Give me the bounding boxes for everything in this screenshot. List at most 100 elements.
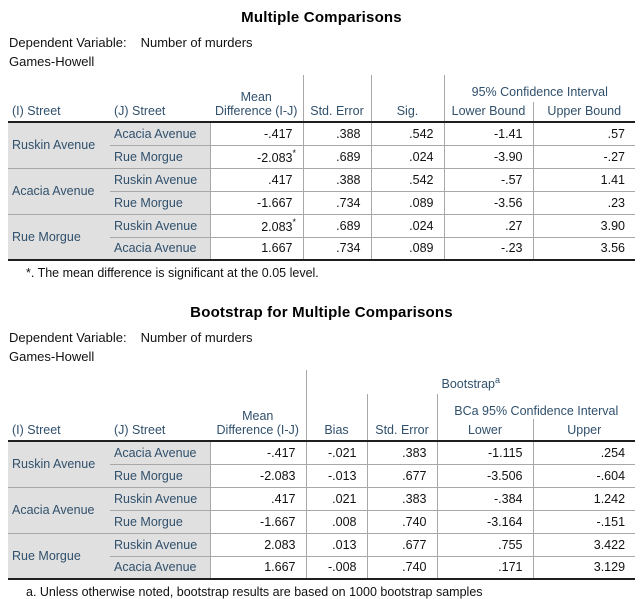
mean-diff-cell: -.417 bbox=[209, 121, 303, 145]
std-error-cell: .734 bbox=[302, 190, 371, 214]
mean-diff-cell: 1.667 bbox=[209, 555, 306, 580]
mean-diff-cell: -1.667 bbox=[209, 190, 303, 214]
upper-cell: 3.129 bbox=[532, 555, 636, 580]
std-error-cell: .388 bbox=[302, 121, 371, 145]
j-street-cell: Ruskin Avenue bbox=[110, 532, 210, 556]
table-row: Ruskin Avenue Acacia Avenue -.417 -.021 … bbox=[8, 440, 636, 487]
std-error-cell: .740 bbox=[366, 509, 437, 533]
j-street-cell: Ruskin Avenue bbox=[110, 486, 210, 510]
upper-cell: -.604 bbox=[532, 463, 636, 487]
bias-cell: .008 bbox=[305, 509, 367, 533]
lower-cell: .755 bbox=[436, 532, 533, 556]
sig-cell: .089 bbox=[370, 236, 444, 261]
i-street-cell: Ruskin Avenue bbox=[8, 121, 110, 168]
j-street-cell: Acacia Avenue bbox=[110, 236, 210, 261]
table1-footnote: *. The mean difference is significant at… bbox=[26, 266, 319, 280]
lower-bound-cell: -3.90 bbox=[443, 144, 533, 168]
table2-dependent-variable-value: Number of murders bbox=[140, 330, 253, 345]
sig-cell: .542 bbox=[370, 167, 444, 191]
std-error-cell: .388 bbox=[302, 167, 371, 191]
t1-col-header-upper-bound: Upper Bound bbox=[532, 102, 636, 122]
t1-col-header-std-error: Std. Error bbox=[302, 75, 371, 122]
multiple-comparisons-table: (I) Street (J) Street Mean Difference (I… bbox=[8, 75, 636, 261]
j-street-cell: Acacia Avenue bbox=[110, 440, 210, 464]
lower-cell: -.384 bbox=[436, 486, 533, 510]
table-row: Rue Morgue -2.083 -.013 .677 -3.506 -.60… bbox=[8, 463, 636, 487]
bias-cell: -.021 bbox=[305, 440, 367, 464]
mean-diff-cell: 1.667 bbox=[209, 236, 303, 261]
table2-footnote: a. Unless otherwise noted, bootstrap res… bbox=[26, 585, 483, 599]
mean-diff-cell: -1.667 bbox=[209, 509, 306, 533]
std-error-cell: .383 bbox=[366, 486, 437, 510]
t2-col-header-bootstrap-group: Bootstrapa bbox=[305, 370, 636, 394]
table-row: Rue Morgue -1.667 .008 .740 -3.164 -.151 bbox=[8, 509, 636, 533]
bias-cell: .013 bbox=[305, 532, 367, 556]
upper-cell: 3.422 bbox=[532, 532, 636, 556]
mean-diff-cell: -2.083 bbox=[209, 463, 306, 487]
t1-col-header-mean-difference: Mean Difference (I-J) bbox=[210, 75, 303, 122]
j-street-cell: Rue Morgue bbox=[110, 463, 210, 487]
lower-cell: -1.115 bbox=[436, 440, 533, 464]
mean-diff-cell: .417 bbox=[209, 486, 306, 510]
table-row: Rue Morgue Ruskin Avenue 2.083 .013 .677… bbox=[8, 532, 636, 580]
j-street-cell: Rue Morgue bbox=[110, 509, 210, 533]
table-row: Acacia Avenue Ruskin Avenue .417 .388 .5… bbox=[8, 167, 636, 214]
bootstrap-comparisons-table: (I) Street (J) Street Mean Difference (I… bbox=[8, 370, 636, 580]
t2-col-header-lower: Lower bbox=[436, 419, 533, 441]
upper-bound-cell: 3.56 bbox=[532, 236, 636, 261]
mean-diff-cell: .417 bbox=[209, 167, 303, 191]
t2-col-header-upper: Upper bbox=[532, 419, 636, 441]
sig-cell: .542 bbox=[370, 121, 444, 145]
std-error-cell: .677 bbox=[366, 532, 437, 556]
upper-cell: 1.242 bbox=[532, 486, 636, 510]
std-error-cell: .677 bbox=[366, 463, 437, 487]
i-street-cell: Rue Morgue bbox=[8, 532, 110, 580]
table1-dependent-variable-value: Number of murders bbox=[140, 35, 253, 50]
sig-cell: .024 bbox=[370, 144, 444, 168]
mean-diff-cell: 2.083 bbox=[209, 532, 306, 556]
j-street-cell: Acacia Avenue bbox=[110, 121, 210, 145]
lower-bound-cell: -.57 bbox=[443, 167, 533, 191]
i-street-cell: Acacia Avenue bbox=[8, 486, 110, 533]
j-street-cell: Acacia Avenue bbox=[110, 555, 210, 580]
bootstrap-footnote-mark: a bbox=[495, 375, 501, 385]
upper-cell: -.151 bbox=[532, 509, 636, 533]
table-row: Acacia Avenue 1.667 .734 .089 -.23 3.56 bbox=[8, 236, 636, 261]
table-row: Rue Morgue -1.667 .734 .089 -3.56 .23 bbox=[8, 190, 636, 214]
lower-bound-cell: -.23 bbox=[443, 236, 533, 261]
t1-col-header-sig: Sig. bbox=[370, 75, 444, 122]
table1-dependent-variable-line: Dependent Variable: Number of murders bbox=[9, 33, 643, 52]
lower-cell: .171 bbox=[436, 555, 533, 580]
t1-col-header-ci-group: 95% Confidence Interval bbox=[443, 75, 636, 102]
mean-diff-cell: 2.083* bbox=[209, 213, 303, 237]
table1-dependent-variable-label: Dependent Variable: bbox=[9, 35, 127, 50]
sig-cell: .024 bbox=[370, 213, 444, 237]
bias-cell: -.008 bbox=[305, 555, 367, 580]
t2-col-header-std-error: Std. Error bbox=[366, 394, 437, 441]
mean-diff-cell: -.417 bbox=[209, 440, 306, 464]
table2-dependent-variable-line: Dependent Variable: Number of murders bbox=[9, 328, 643, 347]
std-error-cell: .689 bbox=[302, 213, 371, 237]
upper-bound-cell: .57 bbox=[532, 121, 636, 145]
i-street-cell: Ruskin Avenue bbox=[8, 440, 110, 487]
upper-cell: .254 bbox=[532, 440, 636, 464]
t1-col-header-j-street: (J) Street bbox=[110, 75, 210, 122]
sig-cell: .089 bbox=[370, 190, 444, 214]
bias-cell: .021 bbox=[305, 486, 367, 510]
upper-bound-cell: 1.41 bbox=[532, 167, 636, 191]
table-row: Rue Morgue -2.083* .689 .024 -3.90 -.27 bbox=[8, 144, 636, 168]
table-row: Acacia Avenue Ruskin Avenue .417 .021 .3… bbox=[8, 486, 636, 533]
t1-col-header-lower-bound: Lower Bound bbox=[443, 102, 533, 122]
i-street-cell: Rue Morgue bbox=[8, 213, 110, 261]
j-street-cell: Ruskin Avenue bbox=[110, 213, 210, 237]
table1-title: Multiple Comparisons bbox=[241, 9, 402, 26]
upper-bound-cell: -.27 bbox=[532, 144, 636, 168]
table-row: Ruskin Avenue Acacia Avenue -.417 .388 .… bbox=[8, 121, 636, 168]
t2-col-header-bca-group: BCa 95% Confidence Interval bbox=[436, 394, 636, 419]
spss-output-page: Multiple Comparisons Dependent Variable:… bbox=[8, 9, 643, 599]
bias-cell: -.013 bbox=[305, 463, 367, 487]
std-error-cell: .734 bbox=[302, 236, 371, 261]
std-error-cell: .383 bbox=[366, 440, 437, 464]
t2-col-header-bias: Bias bbox=[305, 394, 367, 441]
mean-diff-cell: -2.083* bbox=[209, 144, 303, 168]
